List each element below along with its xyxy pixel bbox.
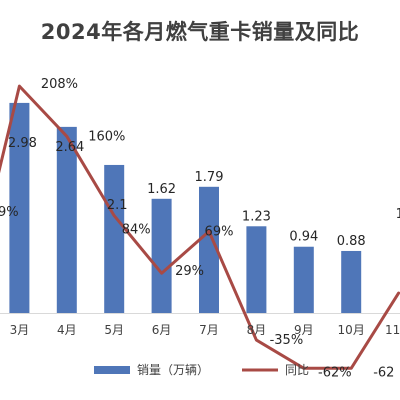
x-tick-4月: 4月: [57, 323, 77, 337]
bar-6月: [151, 198, 172, 313]
bar-label-5月: 2.1: [107, 198, 128, 213]
yoy-label-8月: -35%: [270, 333, 304, 348]
x-tick-9月: 9月: [294, 323, 314, 337]
legend-label-bar: 销量（万辆）: [137, 363, 209, 377]
bar-8月: [246, 226, 267, 313]
bar-label-4月: 2.64: [55, 140, 84, 155]
bar-5月: [104, 164, 125, 313]
bar-label-10月: 0.88: [337, 234, 366, 249]
yoy-label-3月: 208%: [41, 77, 78, 92]
bar-7月: [199, 186, 219, 313]
bar-label-9月: 0.94: [289, 230, 318, 245]
yoy-line: [0, 84, 400, 370]
yoy-label-9月: -62%: [318, 365, 352, 380]
legend-swatch-bar: [94, 366, 130, 374]
legend-label-line: 同比: [285, 363, 309, 377]
x-tick-5月: 5月: [104, 323, 124, 337]
x-tick-3月: 3月: [10, 323, 30, 337]
chart-title: 2024年各月燃气重卡销量及同比: [40, 20, 360, 44]
bar-3月: [9, 102, 30, 313]
bar-10月: [341, 250, 362, 313]
x-tick-7月: 7月: [199, 323, 219, 337]
bar-label-3月: 2.98: [8, 136, 37, 151]
bar-label-7月: 1.79: [195, 170, 224, 185]
yoy-label-10月: -62: [373, 365, 394, 380]
x-tick-11月: 11月: [385, 323, 400, 337]
bar-label-8月: 1.23: [242, 209, 271, 224]
bar-4月: [56, 126, 77, 313]
x-tick-6月: 6月: [152, 323, 172, 337]
bar-9月: [293, 246, 314, 313]
yoy-label-7月: 69%: [205, 224, 234, 239]
yoy-label-5月: 84%: [122, 223, 151, 238]
x-tick-10月: 10月: [338, 323, 365, 337]
yoy-label-6月: 29%: [175, 264, 204, 279]
bar-label-6月: 1.62: [147, 182, 176, 197]
yoy-label-11月: 1: [396, 207, 400, 222]
x-tick-8月: 8月: [247, 323, 267, 337]
yoy-label-4月: 160%: [88, 129, 125, 144]
yoy-label-2月: 9%: [0, 205, 19, 220]
